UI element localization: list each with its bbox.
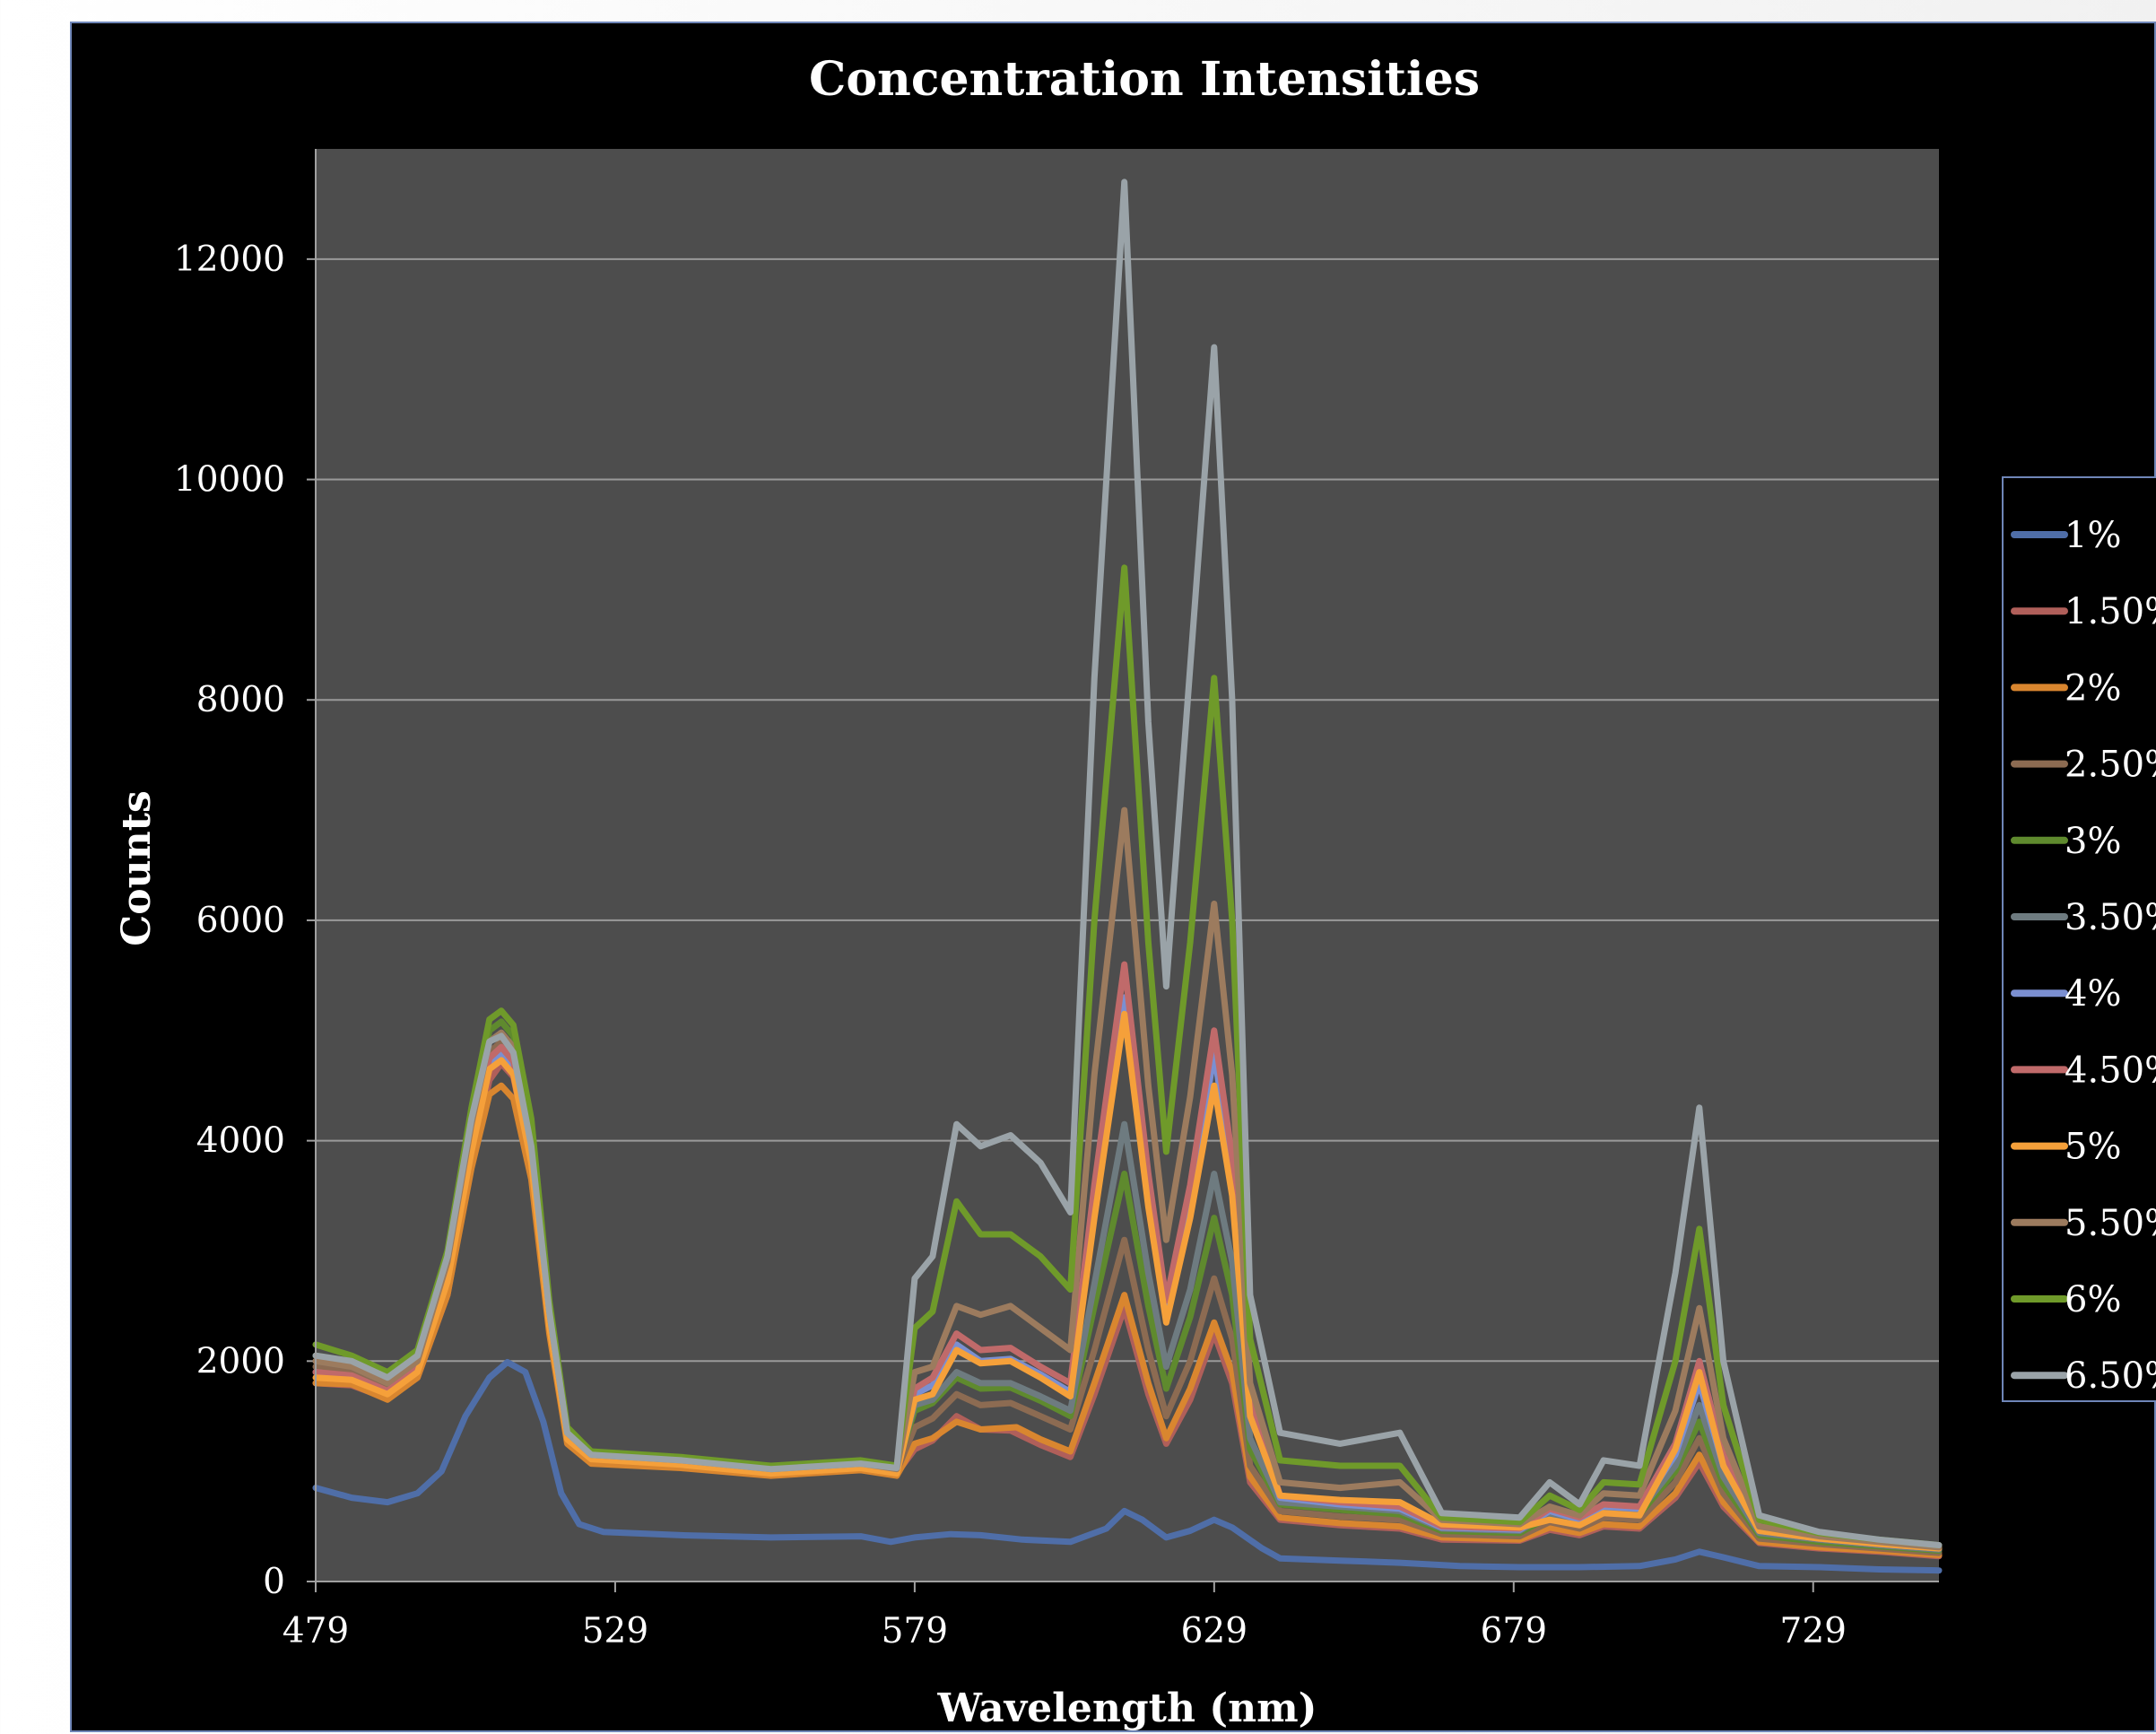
y-tick-label: 8000 — [196, 680, 285, 720]
legend-label: 1.50% — [2065, 591, 2156, 632]
legend-label: 5.50% — [2065, 1203, 2156, 1244]
series-line-11 — [312, 179, 1943, 1548]
y-tick-label: 12000 — [174, 240, 285, 280]
legend-label: 4% — [2065, 973, 2121, 1015]
legend-label: 6.50% — [2065, 1355, 2156, 1397]
x-tick-label: 579 — [882, 1611, 948, 1651]
x-axis-label: Wavelength (nm) — [937, 1686, 1317, 1731]
x-tick-label: 529 — [582, 1611, 648, 1651]
y-tick-label: 6000 — [196, 901, 285, 941]
y-axis-label: Counts — [114, 790, 160, 945]
y-tick-labels: 0 2000 4000 6000 8000 10000 12000 — [174, 240, 316, 1602]
x-tick-labels: 479 529 579 629 679 729 — [283, 1582, 1847, 1651]
legend-label: 1% — [2065, 515, 2121, 556]
legend-label: 3% — [2065, 821, 2121, 862]
series-line-2 — [312, 1082, 1943, 1558]
x-tick-label: 729 — [1780, 1611, 1847, 1651]
x-tick-label: 679 — [1481, 1611, 1547, 1651]
legend-label: 2.50% — [2065, 745, 2156, 786]
y-tick-label: 0 — [263, 1562, 285, 1602]
x-tick-label: 629 — [1181, 1611, 1248, 1651]
chart-svg: Concentration Intensities 0 2000 4000 6000 8… — [114, 52, 2156, 1731]
legend: 1% 1.50% 2% 2.50% 3% 3.50% 4% 4.50% 5% 5.50% 6% 6.5… — [2002, 476, 2156, 1402]
series-line-10 — [312, 564, 1943, 1548]
y-tick-label: 4000 — [196, 1121, 285, 1162]
chart-title: Concentration Intensities — [809, 52, 1480, 107]
y-tick-label: 10000 — [174, 460, 285, 501]
series-line-8 — [312, 1010, 1943, 1552]
legend-label: 3.50% — [2065, 897, 2156, 938]
legend-label: 6% — [2065, 1279, 2121, 1320]
chart-frame: Concentration Intensities 0 2000 4000 6000 8… — [70, 22, 2156, 1732]
legend-label: 5% — [2065, 1127, 2121, 1168]
legend-box — [2002, 476, 2156, 1402]
series-line-0 — [312, 1359, 1943, 1574]
y-tick-label: 2000 — [196, 1341, 285, 1381]
series-layer — [312, 179, 1943, 1574]
legend-label: 4.50% — [2065, 1050, 2156, 1091]
x-tick-label: 479 — [283, 1611, 349, 1651]
legend-label: 2% — [2065, 667, 2121, 709]
